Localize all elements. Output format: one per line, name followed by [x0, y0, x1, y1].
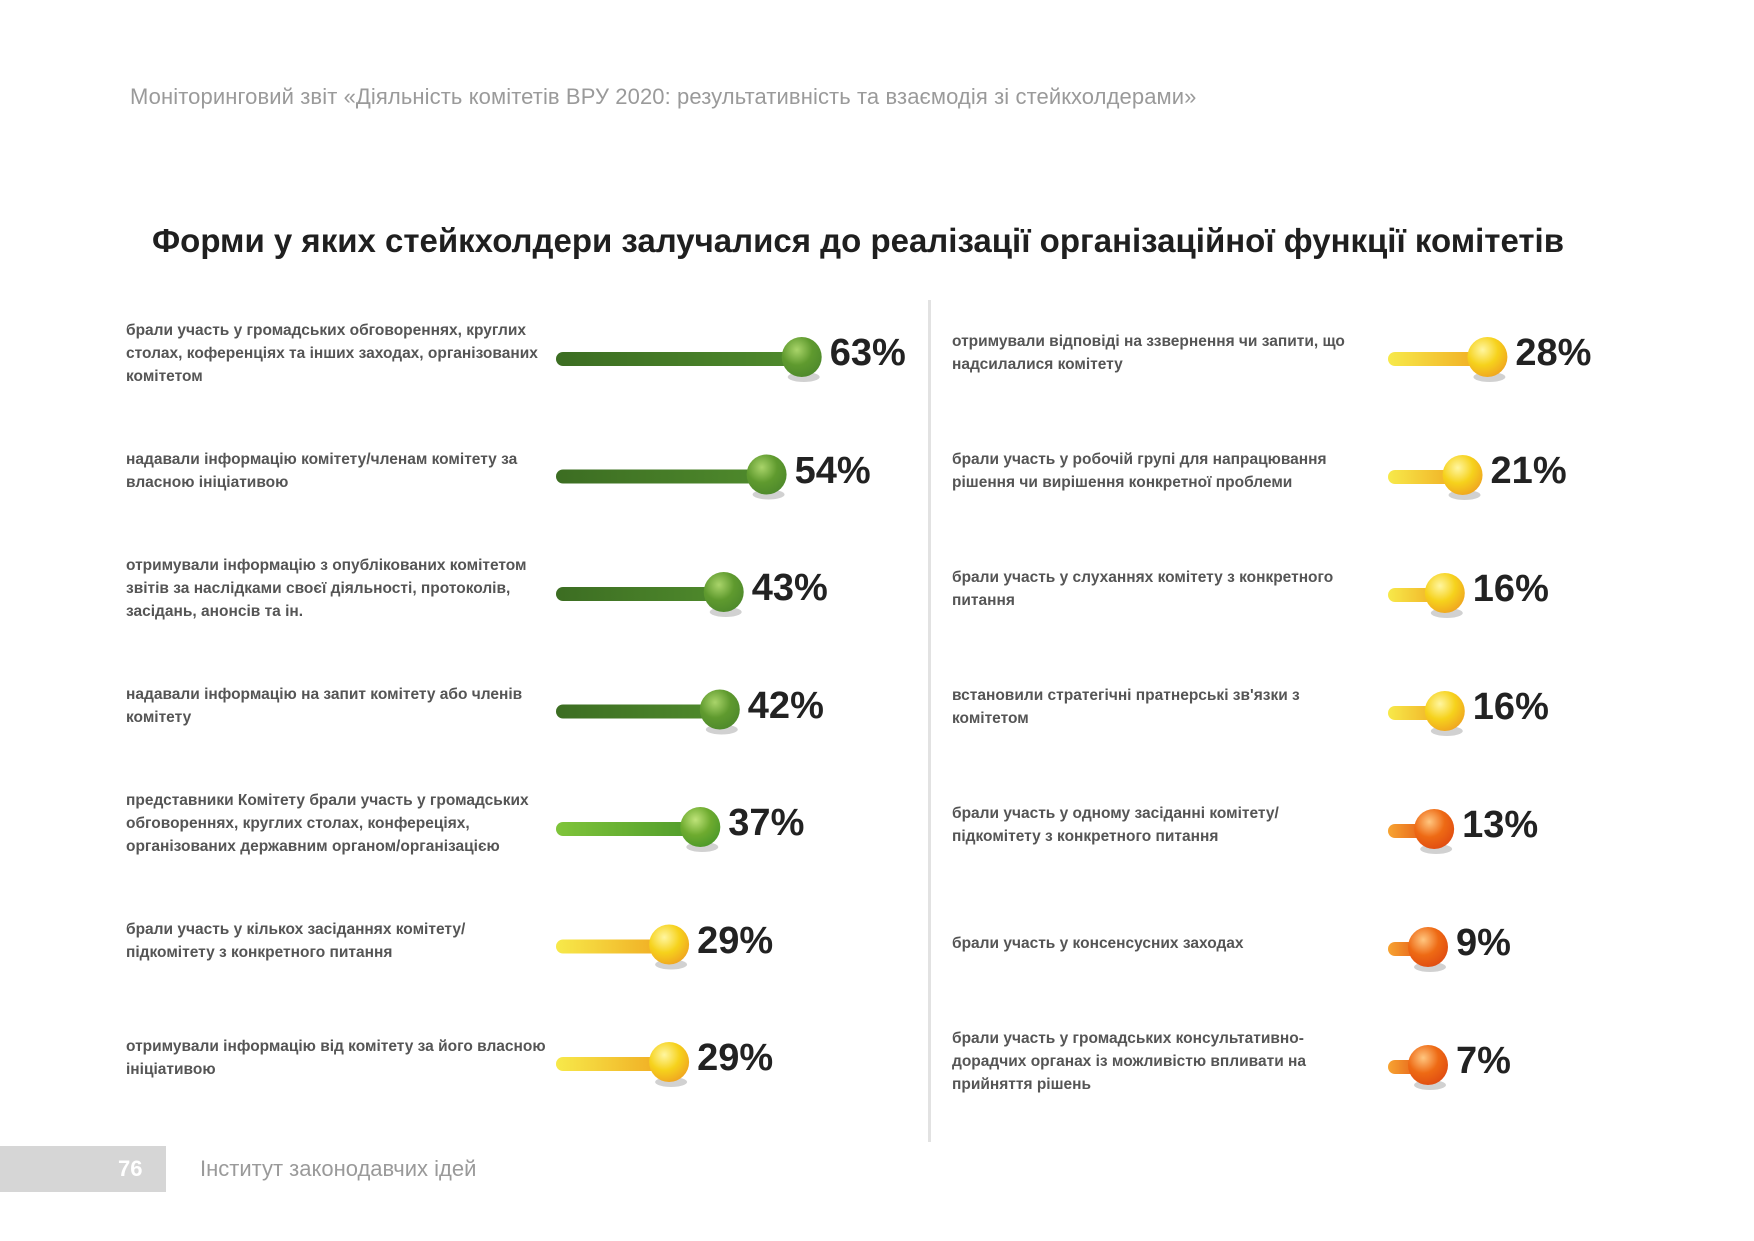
bar-end-marker — [1424, 573, 1465, 613]
bar-end-marker — [649, 924, 690, 965]
category-label: надавали інформацію на запит комітету аб… — [126, 685, 523, 726]
bar-end-marker — [699, 689, 740, 730]
bar-end-marker — [1408, 927, 1448, 967]
bar — [556, 822, 701, 836]
category-label: брали участь у консенсусних заходах — [952, 934, 1244, 952]
bar-end-marker — [1442, 455, 1483, 495]
bar — [556, 587, 724, 601]
page-number-box — [0, 1146, 166, 1192]
data-label: 21% — [1490, 450, 1567, 492]
category-label: отримували інформацію від комітету за йо… — [126, 1038, 546, 1078]
chart-title: Форми у яких стейкхолдери залучалися до … — [152, 222, 1565, 259]
data-label: 9% — [1456, 922, 1511, 964]
bar — [556, 469, 767, 484]
category-label: отримували відповіді на ззвернення чи за… — [952, 333, 1345, 373]
footer-organization: Інститут законодавчих ідей — [200, 1156, 477, 1181]
data-label: 43% — [751, 567, 828, 609]
bar-end-marker — [649, 1042, 690, 1082]
category-label: брали участь у одному засіданні комітету… — [952, 805, 1279, 845]
bar — [556, 704, 720, 719]
category-label: надавали інформацію комітету/членам комі… — [126, 450, 518, 491]
category-label: брали участь у слуханнях комітету з конк… — [952, 569, 1334, 609]
bar-end-marker — [781, 337, 822, 377]
bar-end-marker — [1414, 809, 1455, 849]
running-header: Моніторинговий звіт «Діяльність комітеті… — [130, 84, 1197, 109]
data-label: 28% — [1515, 332, 1592, 374]
data-label: 29% — [697, 1037, 774, 1079]
bar — [1388, 352, 1488, 366]
data-label: 37% — [728, 802, 805, 844]
category-label: брали участь у громадських обговореннях,… — [126, 321, 538, 385]
category-label: брали участь у кількох засіданнях коміте… — [126, 920, 466, 961]
bar — [556, 939, 670, 954]
column-divider — [928, 300, 931, 1142]
bar-end-marker — [1424, 691, 1465, 731]
data-label: 54% — [794, 449, 871, 492]
data-label: 63% — [829, 332, 906, 374]
bar-end-marker — [1408, 1045, 1448, 1085]
page-number: 76 — [118, 1156, 143, 1181]
bar — [556, 1057, 670, 1071]
category-label: отримували інформацію з опублікованих ко… — [126, 556, 527, 620]
category-label: брали участь у робочій групі для напрацю… — [952, 451, 1327, 491]
bar-end-marker — [703, 572, 744, 612]
category-label: встановили стратегічні пратнерські зв'яз… — [952, 687, 1300, 727]
bar-end-marker — [680, 807, 721, 847]
bar-end-marker — [746, 454, 787, 495]
data-label: 13% — [1462, 804, 1539, 846]
data-label: 7% — [1456, 1040, 1511, 1082]
bar — [556, 352, 802, 366]
data-label: 16% — [1472, 568, 1549, 610]
bar-end-marker — [1467, 337, 1508, 377]
data-label: 42% — [747, 684, 824, 727]
data-label: 16% — [1472, 686, 1549, 728]
category-label: представники Комітету брали участь у гро… — [126, 791, 529, 855]
data-label: 29% — [697, 919, 774, 962]
category-label: брали участь у громадських консультативн… — [952, 1029, 1307, 1093]
